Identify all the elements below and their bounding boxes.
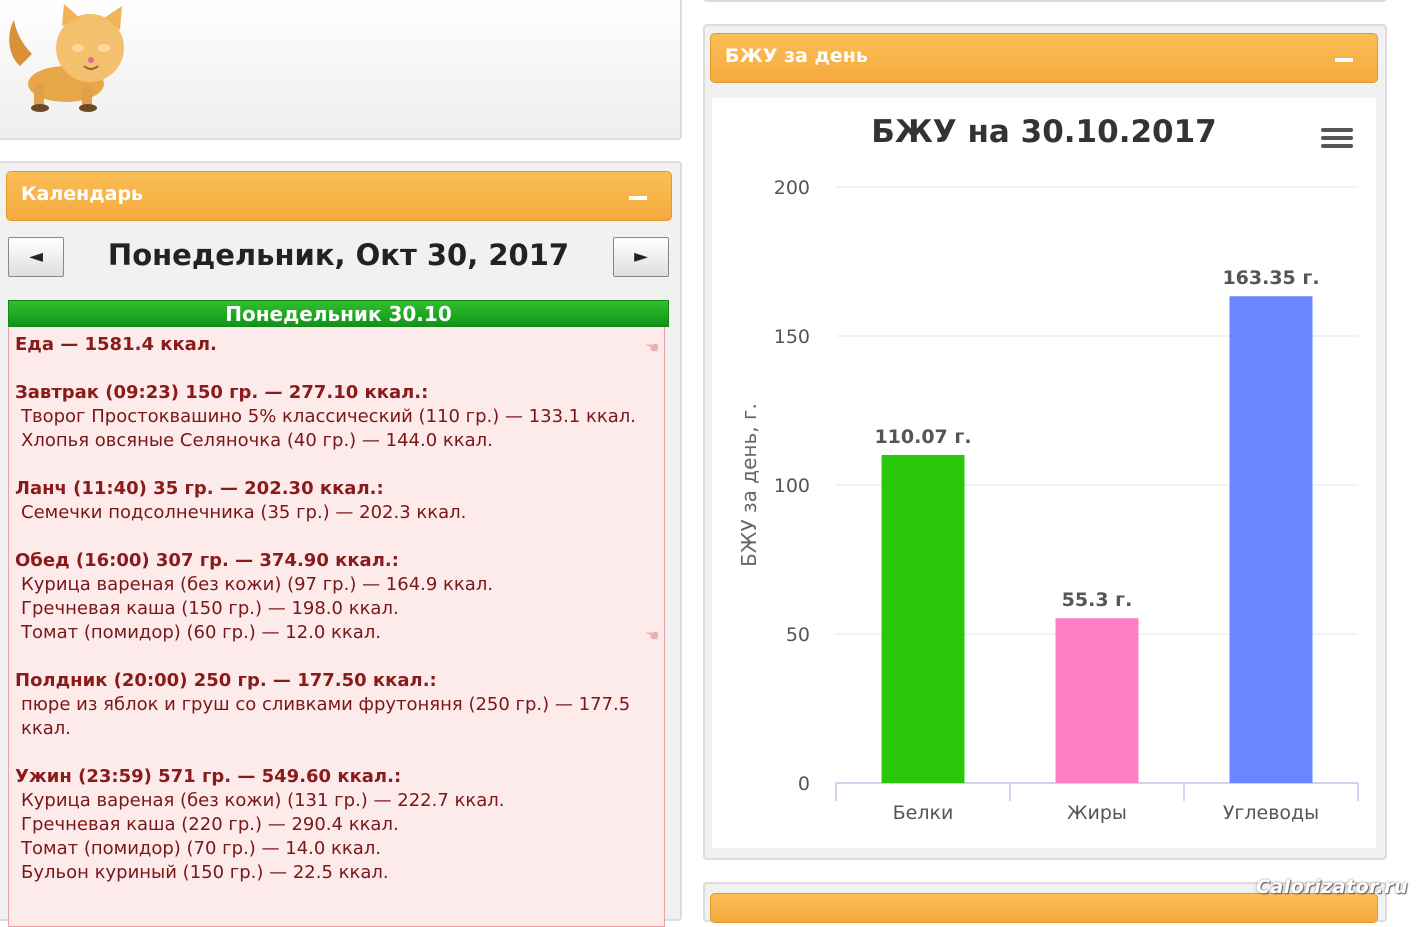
y-tick-label: 0: [798, 773, 810, 795]
y-tick-label: 200: [774, 177, 810, 199]
bju-chart: БЖУ на 30.10.2017 0 50 100 150 200 БЖУ за день…: [737, 114, 1359, 824]
chart-container: БЖУ на 30.10.2017 0 50 100 150 200 БЖУ за день…: [712, 98, 1376, 848]
y-tick-label: 150: [774, 326, 810, 348]
y-axis-label: БЖУ за день, г.: [737, 403, 761, 567]
bar-1[interactable]: [881, 454, 965, 783]
bju-header: БЖУ за день: [710, 33, 1378, 83]
meal-item[interactable]: Гречневая каша (220 гр.) — 290.4 ккал.: [21, 814, 399, 835]
hand-pointer-icon: ☚: [645, 626, 660, 645]
next-day-button[interactable]: ►: [613, 237, 669, 277]
meal-title[interactable]: Ланч (11:40) 35 гр. — 202.30 ккал.:: [15, 478, 384, 499]
meal-item[interactable]: Курица вареная (без кожи) (131 гр.) — 22…: [21, 790, 505, 811]
x-tick-label: Углеводы: [1223, 802, 1319, 824]
meal-item[interactable]: Хлопья овсяные Селяночка (40 гр.) — 144.…: [21, 430, 493, 451]
date-title: Понедельник, Окт 30, 2017: [107, 238, 570, 272]
data-label: 110.07 г.: [874, 426, 971, 448]
x-tick-label: Жиры: [1067, 802, 1127, 824]
minus-icon[interactable]: [629, 196, 647, 200]
meal-item[interactable]: Томат (помидор) (70 гр.) — 14.0 ккал.: [21, 838, 382, 859]
data-label: 163.35 г.: [1222, 267, 1319, 289]
meal-item[interactable]: Семечки подсолнечника (35 гр.) — 202.3 к…: [21, 502, 467, 523]
hand-pointer-icon: ☚: [645, 338, 660, 357]
watermark: Calorizator.ru: [1256, 876, 1409, 898]
meal-title[interactable]: Завтрак (09:23) 150 гр. — 277.10 ккал.:: [15, 382, 429, 403]
meal-title[interactable]: Полдник (20:00) 250 гр. — 177.50 ккал.:: [15, 670, 437, 691]
meal-item[interactable]: пюре из яблок и груш со сливками фрутоня…: [21, 694, 631, 739]
hamburger-menu-icon[interactable]: [1321, 136, 1353, 140]
bar-3[interactable]: [1229, 296, 1313, 783]
meal-item[interactable]: Томат (помидор) (60 гр.) — 12.0 ккал.: [21, 622, 382, 643]
meal-item[interactable]: Бульон куриный (150 гр.) — 22.5 ккал.: [21, 862, 389, 883]
bar-2[interactable]: [1055, 618, 1139, 783]
day-header: Понедельник 30.10: [8, 300, 669, 327]
hamburger-menu-icon[interactable]: [1321, 128, 1353, 132]
total-calories: Еда — 1581.4 ккал.: [15, 334, 217, 355]
meal-item[interactable]: Гречневая каша (150 гр.) — 198.0 ккал.: [21, 598, 399, 619]
meal-item[interactable]: Творог Простоквашино 5% классический (11…: [21, 406, 636, 427]
y-tick-label: 100: [774, 475, 810, 497]
chart-title: БЖУ на 30.10.2017: [871, 114, 1217, 150]
meal-title[interactable]: Ужин (23:59) 571 гр. — 549.60 ккал.:: [15, 766, 402, 787]
y-tick-label: 50: [786, 624, 810, 646]
top-strip-panel: [703, 0, 1387, 2]
food-log: Еда — 1581.4 ккал. Завтрак (09:23) 150 г…: [8, 327, 665, 927]
minus-icon[interactable]: [1335, 58, 1353, 62]
calendar-title: Календарь: [21, 183, 144, 205]
bju-title: БЖУ за день: [725, 45, 868, 67]
calendar-header: Календарь: [6, 171, 672, 221]
hamburger-menu-icon[interactable]: [1321, 144, 1353, 148]
logo-panel: [0, 0, 682, 140]
cat-logo-icon: [9, 4, 124, 112]
data-label: 55.3 г.: [1062, 589, 1133, 611]
meal-item[interactable]: Курица вареная (без кожи) (97 гр.) — 164…: [21, 574, 494, 595]
meal-title[interactable]: Обед (16:00) 307 гр. — 374.90 ккал.:: [15, 550, 399, 571]
x-tick-label: Белки: [893, 802, 954, 824]
prev-day-button[interactable]: ◄: [8, 237, 64, 277]
